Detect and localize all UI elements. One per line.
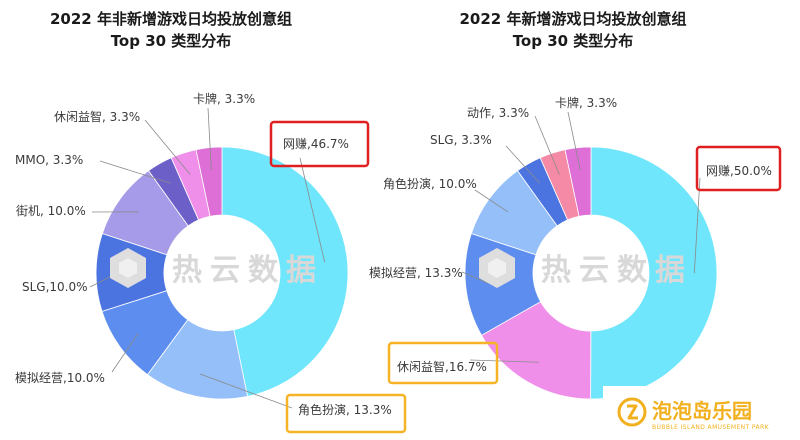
chart1-data-label: MMO, 3.3%	[15, 153, 83, 167]
chart1-title-line1: 2022 年非新增游戏日均投放创意组	[50, 10, 292, 28]
brand-logo-name: 泡泡岛乐园	[652, 399, 752, 423]
brand-logo-subtitle: BUBBLE ISLAND AMUSEMENT PARK	[652, 424, 770, 431]
chart1-data-label: SLG,10.0%	[22, 280, 88, 294]
chart2-highlight-box	[695, 145, 782, 192]
watermark-logo-icon	[110, 248, 146, 288]
watermark-text: 热云数据	[541, 253, 693, 288]
chart2-leader-line	[461, 271, 489, 284]
chart1-data-label: 街机, 10.0%	[16, 204, 86, 218]
chart2-data-label: 角色扮演, 10.0%	[383, 176, 477, 191]
chart2-data-label: 模拟经营, 13.3%	[369, 266, 463, 280]
chart1-leader-line	[207, 107, 212, 171]
chart1-slice-7	[195, 146, 223, 217]
bubble-logo-icon	[617, 397, 647, 427]
chart1-data-label: 休闲益智, 3.3%	[54, 109, 140, 124]
chart1-title-line2: Top 30 类型分布	[110, 32, 232, 50]
watermark-logo-icon	[479, 248, 515, 288]
chart1-data-label: 角色扮演, 13.3%	[298, 402, 392, 417]
chart2-leader-line	[693, 177, 701, 274]
chart2-title-line2: Top 30 类型分布	[512, 32, 634, 50]
chart2-leader-line	[534, 115, 560, 175]
chart2-data-label: 动作, 3.3%	[467, 106, 529, 120]
chart2-title: 2022 年新增游戏日均投放创意组 Top 30 类型分布	[423, 8, 723, 52]
chart2-data-label: 卡牌, 3.3%	[555, 96, 617, 110]
chart2-title-line1: 2022 年新增游戏日均投放创意组	[459, 10, 687, 28]
chart1-leader-line	[144, 119, 191, 175]
chart2-data-label: SLG, 3.3%	[430, 133, 492, 147]
chart1-slice-0	[221, 146, 349, 397]
chart1-title: 2022 年非新增游戏日均投放创意组 Top 30 类型分布	[21, 8, 321, 52]
chart1-highlight-box	[285, 393, 407, 434]
chart2-leader-line	[567, 111, 581, 171]
chart1-leader-line	[99, 160, 171, 184]
brand-logo: 泡泡岛乐园 BUBBLE ISLAND AMUSEMENT PARK	[603, 386, 800, 440]
chart2-leader-line	[469, 359, 539, 363]
chart2-donut: 网赚,50.0% 休闲益智,16.7% 模拟经营, 13.3% 角色扮演, 10.0%…	[369, 96, 782, 400]
chart2-leader-line	[505, 145, 541, 184]
chart1-highlight-box	[269, 120, 370, 168]
watermark-text: 热云数据	[172, 253, 324, 288]
watermark-left: 热云数据	[110, 248, 324, 288]
chart2-slice-1	[480, 301, 592, 400]
chart1-data-label: 网赚,46.7%	[283, 136, 349, 151]
chart1-leader-line	[199, 373, 293, 409]
chart2-data-label: 休闲益智,16.7%	[397, 359, 487, 374]
chart1-leader-line	[299, 157, 326, 263]
chart2-leader-line	[474, 189, 508, 213]
chart1-data-label: 模拟经营,10.0%	[15, 371, 105, 385]
chart2-highlight-box	[387, 341, 499, 385]
watermark-right: 热云数据	[479, 248, 693, 288]
chart1-data-label: 卡牌, 3.3%	[193, 92, 255, 106]
chart1-leader-line	[111, 333, 139, 373]
chart2-slice-6	[564, 146, 592, 217]
chart2-data-label: 网赚,50.0%	[706, 163, 772, 178]
